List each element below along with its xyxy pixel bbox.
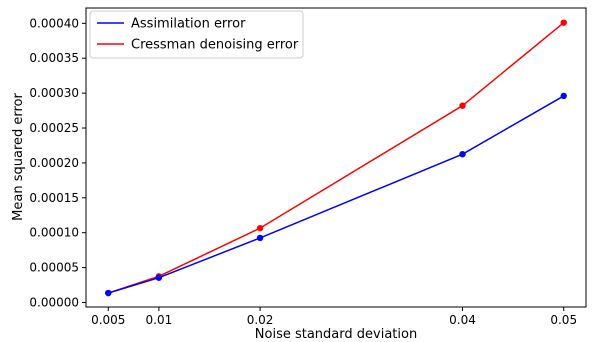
y-tick-label: 0.00015	[29, 191, 79, 205]
y-tick-label: 0.00030	[29, 86, 79, 100]
data-point-assimilation	[155, 274, 163, 281]
data-point-assimilation	[256, 234, 264, 242]
legend-label-cressman: Cressman denoising error	[131, 38, 299, 53]
y-axis-ticks: 0.00000 0.00005 0.00010 0.00015 0.00020 0.000…	[29, 16, 86, 309]
data-point-cressman	[459, 102, 466, 109]
legend-label-assimilation: Assimilation error	[131, 17, 246, 32]
legend-box	[89, 10, 304, 59]
legend: Assimilation error Cressman denoising er…	[89, 10, 304, 59]
x-tick-label: 0.005	[91, 313, 125, 327]
x-tick-label: 0.02	[247, 313, 274, 327]
data-point-assimilation	[105, 289, 112, 297]
y-tick-label: 0.00005	[29, 261, 79, 275]
data-point-cressman	[256, 224, 264, 232]
x-axis-ticks: 0.005 0.01 0.02 0.04 0.05	[91, 307, 577, 327]
y-tick-label: 0.00035	[29, 51, 79, 65]
data-point-assimilation	[560, 92, 567, 100]
y-tick-label: 0.00020	[29, 156, 79, 170]
data-point-cressman	[560, 19, 567, 26]
data-point-assimilation	[459, 150, 466, 158]
x-tick-label: 0.05	[550, 313, 577, 327]
y-tick-label: 0.00040	[29, 16, 79, 30]
y-tick-label: 0.00025	[29, 121, 79, 135]
y-axis-label: Mean squared error	[11, 93, 26, 221]
x-tick-label: 0.01	[146, 313, 173, 327]
series-layer	[105, 19, 567, 297]
y-tick-label: 0.00010	[29, 226, 79, 240]
x-axis-label: Noise standard deviation	[255, 327, 417, 342]
x-tick-label: 0.04	[449, 313, 476, 327]
y-tick-label: 0.00000	[29, 295, 79, 309]
